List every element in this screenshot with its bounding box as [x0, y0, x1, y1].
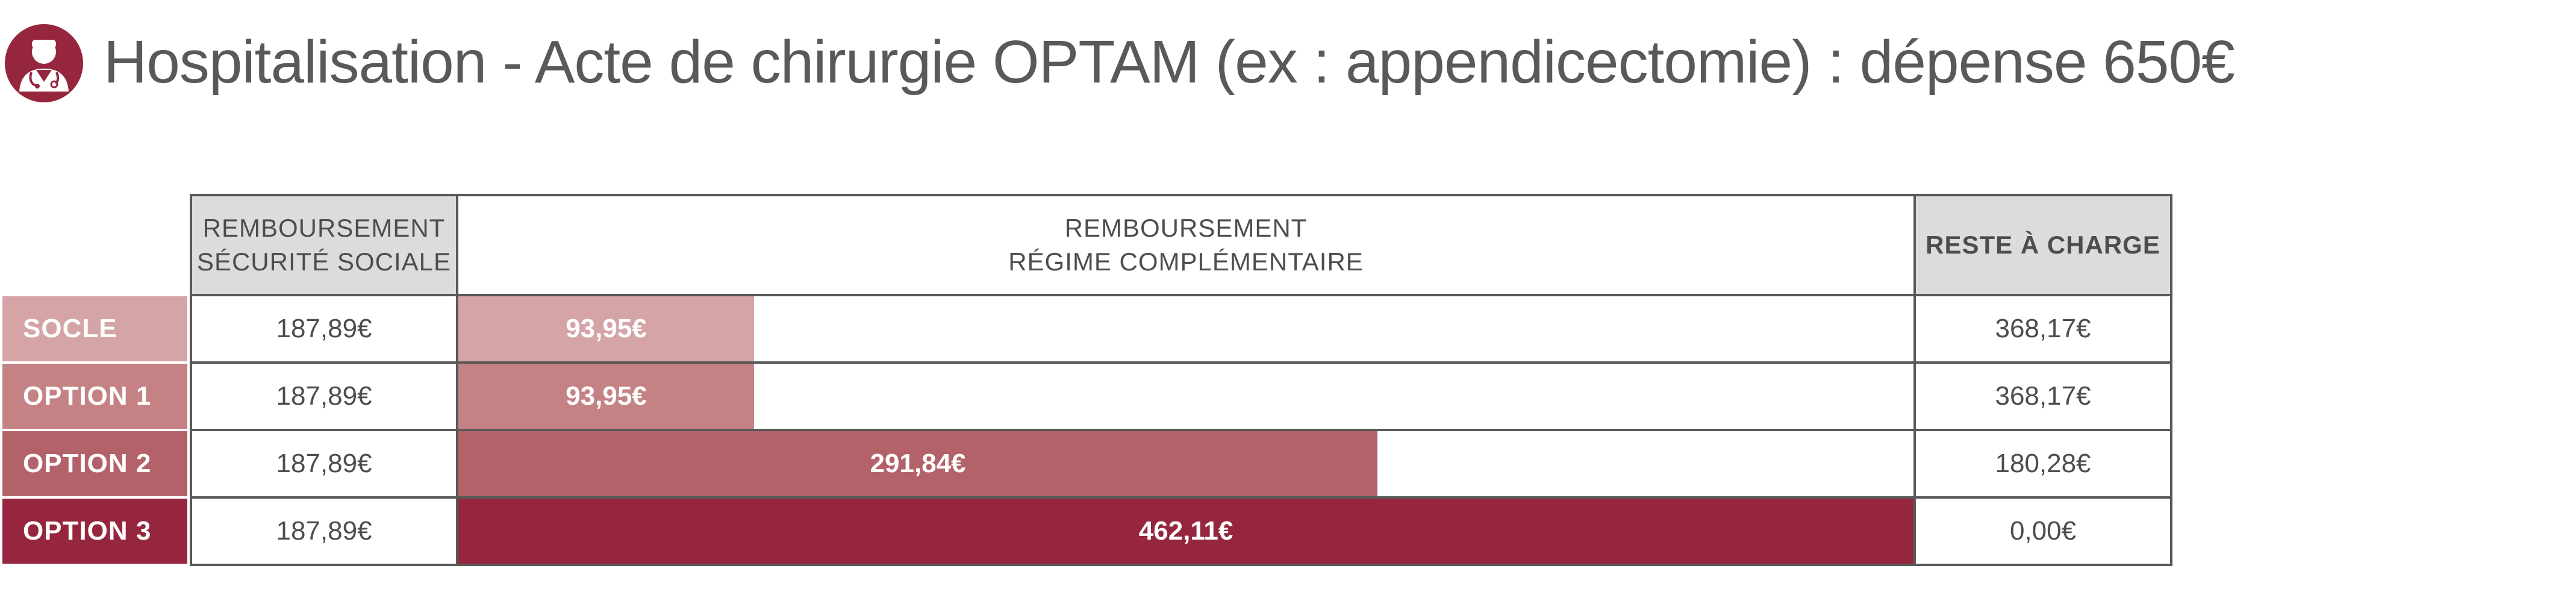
header-securite-sociale: REMBOURSEMENT SÉCURITÉ SOCIALE [190, 194, 458, 296]
header-compl-line2: RÉGIME COMPLÉMENTAIRE [1008, 248, 1364, 276]
reste-a-charge-value: 368,17€ [1913, 294, 2172, 364]
doctor-icon [5, 24, 83, 102]
complementaire-bar-label: 93,95€ [566, 381, 647, 411]
row-label: OPTION 2 [2, 431, 187, 499]
securite-sociale-value: 187,89€ [190, 361, 458, 431]
reste-a-charge-value: 0,00€ [1913, 496, 2172, 566]
complementaire-bar-label: 93,95€ [566, 314, 647, 343]
complementaire-bar: 93,95€ [458, 296, 754, 361]
reste-a-charge-value: 180,28€ [1913, 429, 2172, 499]
chart-title-area: Hospitalisation - Acte de chirurgie OPTA… [0, 0, 2576, 126]
reste-a-charge-value: 368,17€ [1913, 361, 2172, 431]
row-label: OPTION 1 [2, 364, 187, 431]
complementaire-bar: 93,95€ [458, 364, 754, 429]
chart-title: Hospitalisation - Acte de chirurgie OPTA… [104, 28, 2235, 96]
header-secu-line2: SÉCURITÉ SOCIALE [196, 248, 452, 276]
complementaire-bar-label: 291,84€ [870, 449, 966, 478]
row-label: OPTION 3 [2, 499, 187, 566]
securite-sociale-value: 187,89€ [190, 496, 458, 566]
header-secu-line1: REMBOURSEMENT [202, 214, 446, 242]
header-complementaire: REMBOURSEMENT RÉGIME COMPLÉMENTAIRE [456, 194, 1916, 296]
complementaire-bar-label: 462,11€ [1138, 516, 1233, 546]
header-compl-line1: REMBOURSEMENT [1064, 214, 1308, 242]
securite-sociale-value: 187,89€ [190, 294, 458, 364]
header-reste-label: RESTE À CHARGE [1926, 231, 2160, 259]
header-reste-a-charge: RESTE À CHARGE [1913, 194, 2172, 296]
securite-sociale-value: 187,89€ [190, 429, 458, 499]
row-label: SOCLE [2, 296, 187, 364]
complementaire-bar: 462,11€ [458, 499, 1913, 564]
complementaire-bar: 291,84€ [458, 431, 1377, 496]
